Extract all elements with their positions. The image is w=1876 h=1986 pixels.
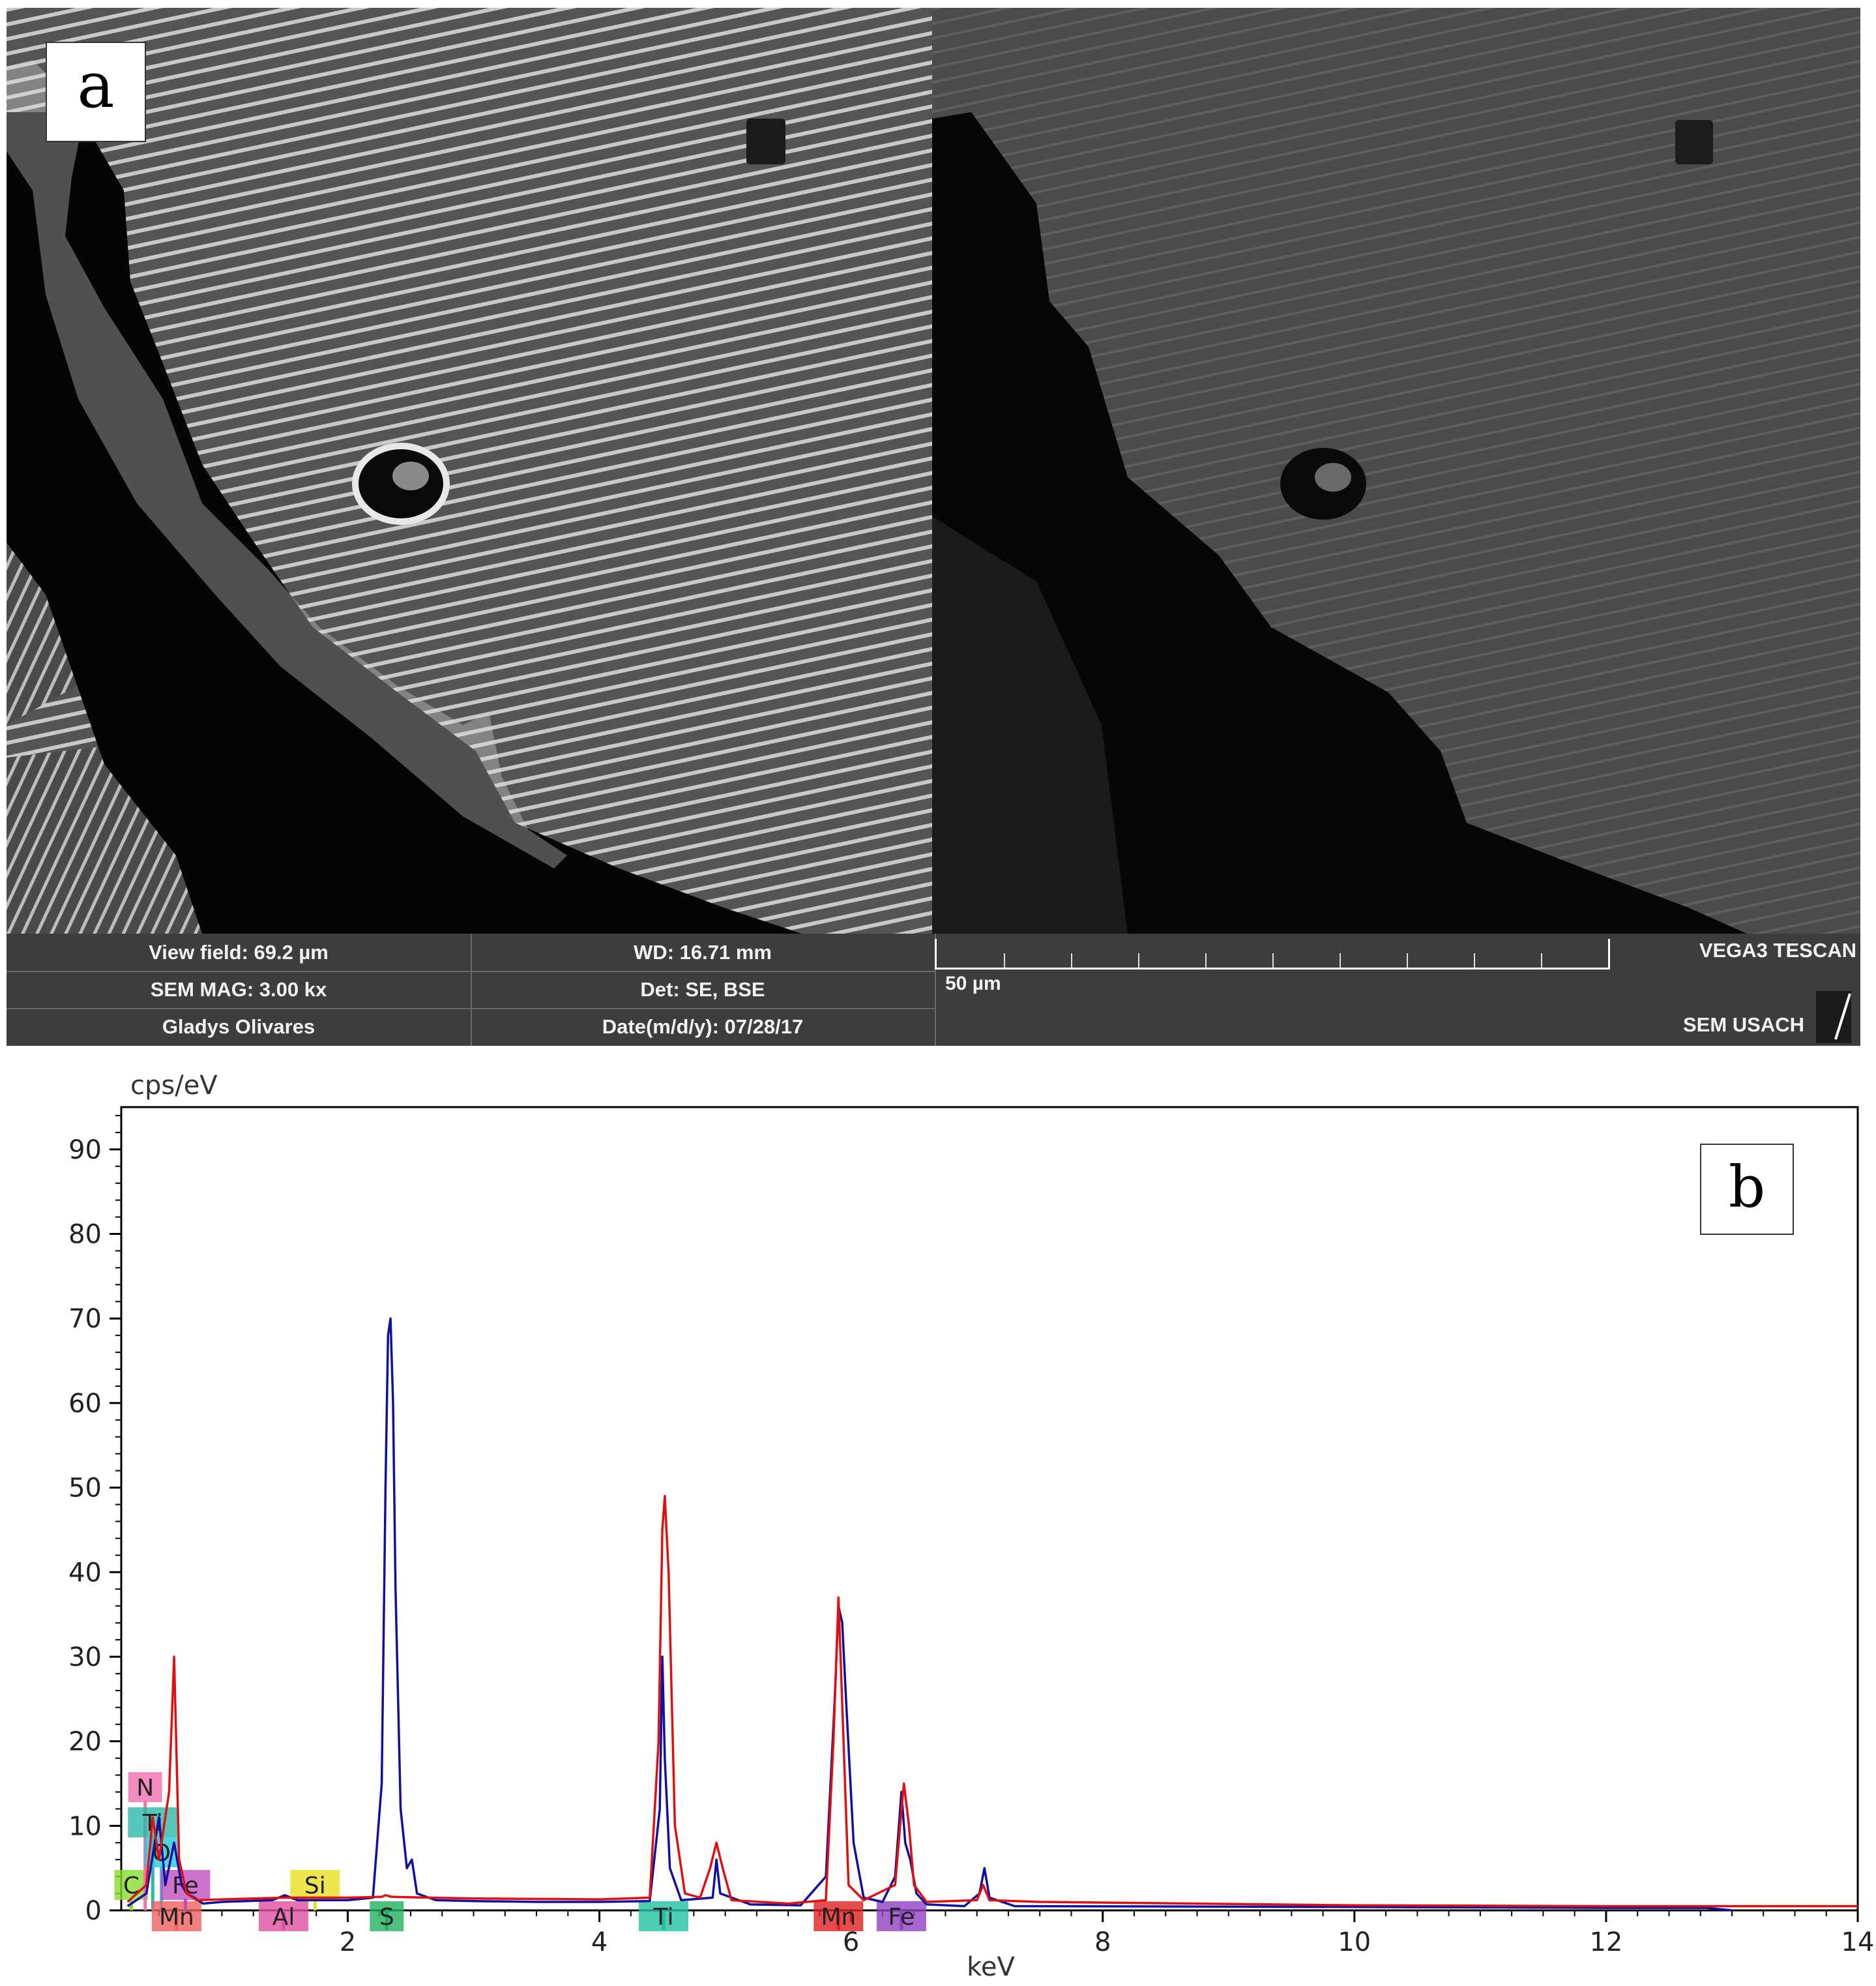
x-tick-label: 8 — [1094, 1927, 1111, 1957]
y-tick-label: 30 — [68, 1642, 102, 1672]
x-tick-label: 4 — [591, 1927, 608, 1957]
sem-info-bar: View field: 69.2 µm SEM MAG: 3.00 kx Gla… — [7, 934, 1860, 1046]
x-tick-label: 6 — [843, 1927, 859, 1957]
y-tick-label: 50 — [68, 1474, 102, 1504]
tescan-logo-icon — [1816, 991, 1851, 1043]
x-tick-label: 12 — [1589, 1927, 1622, 1957]
element-label-box — [876, 1901, 926, 1931]
y-tick-label: 80 — [68, 1220, 102, 1250]
operator-label: Gladys Olivares — [162, 1015, 315, 1038]
bse-image-texture — [932, 8, 1860, 934]
detector-label: Det: SE, BSE — [640, 978, 765, 1001]
element-label: Mn — [821, 1904, 856, 1931]
plot-frame — [120, 1106, 1859, 1912]
element-label: Si — [304, 1873, 326, 1899]
x-axis-label: keV — [967, 1952, 1015, 1982]
y-tick-label: 0 — [85, 1896, 102, 1926]
y-tick-label: 40 — [68, 1558, 102, 1588]
element-label-box — [813, 1901, 864, 1931]
date-label: Date(m/d/y): 07/28/17 — [602, 1015, 804, 1038]
element-label: C — [123, 1873, 139, 1899]
element-label: S — [379, 1904, 394, 1931]
element-label-box — [290, 1870, 340, 1900]
panel-letter-a: a — [46, 42, 146, 142]
spectrum-series-group — [126, 1317, 1858, 1912]
x-tick-label: 2 — [340, 1927, 356, 1957]
y-tick-label: 70 — [68, 1304, 102, 1334]
spectrum-line — [126, 1494, 1858, 1908]
sem-bse-image — [932, 8, 1860, 934]
x-tick-label: 14 — [1841, 1927, 1875, 1957]
element-label-box — [370, 1901, 404, 1931]
lab-label: SEM USACH — [1682, 1013, 1804, 1036]
sem-se-image: a — [7, 8, 932, 934]
element-label-box — [128, 1772, 162, 1802]
y-tick-label: 90 — [68, 1135, 102, 1165]
view-field-label: View field: 69.2 µm — [149, 941, 329, 964]
y-axis-label: cps/eV — [130, 1071, 218, 1101]
y-tick-label: 20 — [68, 1727, 102, 1757]
se-image-texture — [7, 8, 932, 934]
element-label: Fe — [888, 1904, 915, 1931]
element-label: Al — [272, 1904, 295, 1931]
element-label: N — [136, 1775, 154, 1801]
x-tick-label: 10 — [1338, 1927, 1371, 1957]
element-label-box — [151, 1901, 201, 1931]
eds-spectrum-chart: cps/eV keV 2 4 6 8 10 12 14 0 10 20 30 40 50 60 70 80 90… — [68, 1071, 1875, 1982]
instrument-label: VEGA3 TESCAN — [1699, 939, 1856, 962]
scale-bar — [935, 939, 1610, 970]
sem-mag-label: SEM MAG: 3.00 kx — [150, 978, 327, 1001]
eds-spectrum-panel: cps/eV keV 2 4 6 8 10 12 14 0 10 20 30 40 50 60 70 80 90… — [0, 1056, 1876, 1986]
element-label: Ti — [653, 1904, 674, 1931]
sem-micrograph-panel: a View field: 69.2 µm SEM MAG: 3.00 kx G… — [7, 8, 1860, 1046]
element-label-box — [259, 1901, 309, 1931]
y-tick-label: 60 — [68, 1389, 102, 1419]
y-tick-label: 10 — [68, 1811, 102, 1841]
element-label-box — [639, 1901, 689, 1931]
scale-bar-label: 50 µm — [945, 973, 1001, 994]
element-label: Mn — [159, 1904, 194, 1931]
working-distance-label: WD: 16.71 mm — [634, 941, 772, 964]
panel-letter-b: b — [1700, 1144, 1794, 1235]
